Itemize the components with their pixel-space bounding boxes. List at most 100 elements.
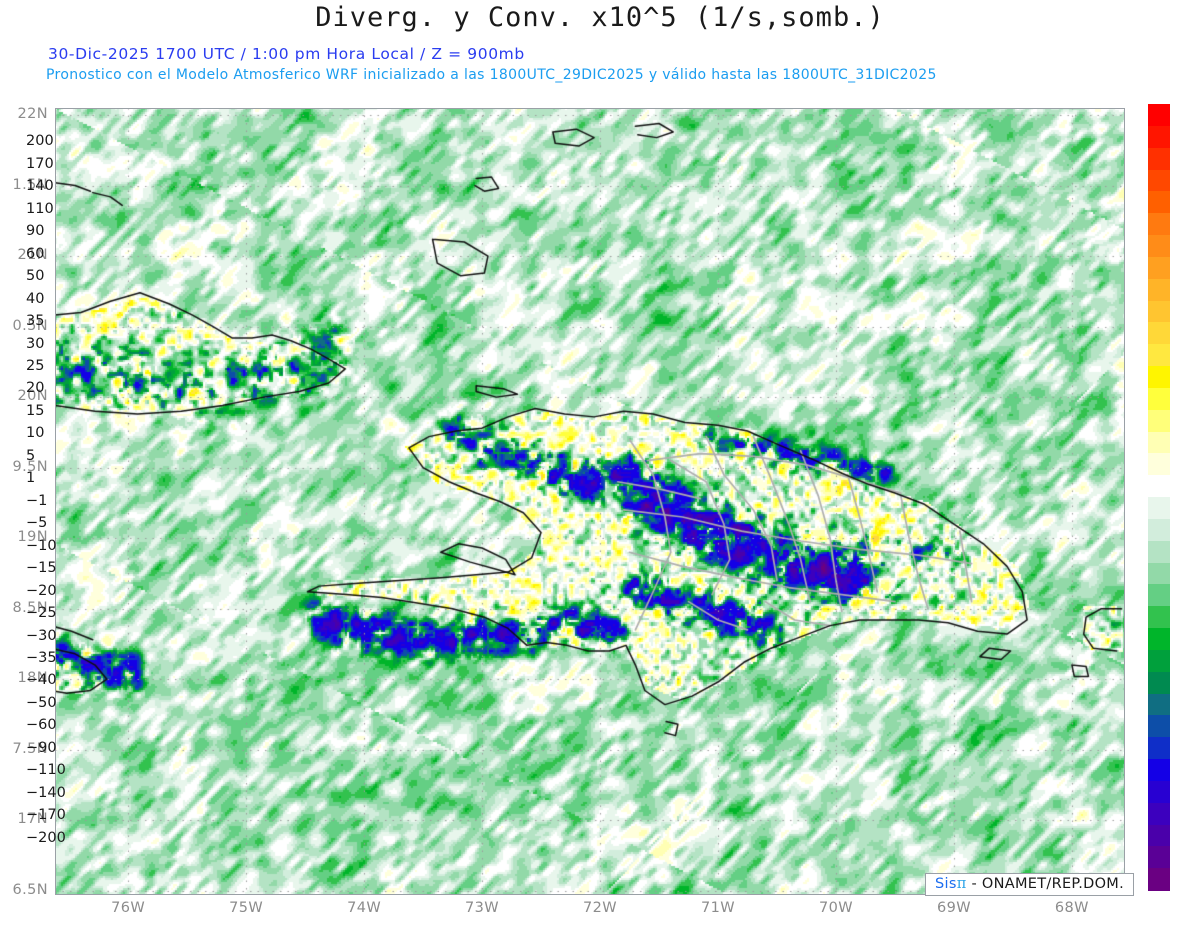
plot-frame	[55, 108, 1125, 895]
colorbar-swatch	[1148, 169, 1170, 192]
colorbar-swatch	[1148, 715, 1170, 738]
lat-tick-label: 6.5N	[12, 881, 48, 898]
colorbar-swatch	[1148, 366, 1170, 389]
colorbar-swatch	[1148, 693, 1170, 716]
map-plot-area[interactable]	[55, 108, 1125, 895]
agency-label: - ONAMET/REP.DOM.	[971, 876, 1125, 892]
lat-tick-label: 0.5N	[12, 317, 48, 334]
colorbar-tick: −40	[26, 672, 57, 689]
colorbar-tick: −10	[26, 537, 57, 554]
colorbar-swatch	[1148, 846, 1170, 869]
colorbar-tick: 90	[26, 223, 45, 240]
colorbar-swatch	[1148, 649, 1170, 673]
colorbar-swatch	[1148, 737, 1170, 760]
colorbar-tick: −1	[26, 492, 48, 509]
colorbar-tick: 35	[26, 313, 45, 330]
colorbar-swatch	[1148, 584, 1170, 607]
colorbar-tick: 25	[26, 358, 45, 375]
lat-tick-label: 20N	[17, 388, 48, 405]
colorbar-swatch	[1148, 235, 1170, 258]
colorbar-swatch	[1148, 278, 1170, 302]
lon-tick-label: 71W	[700, 900, 735, 916]
colorbar-swatch	[1148, 628, 1170, 651]
colorbar-tick: −60	[26, 717, 57, 734]
lat-tick-label: 21N	[17, 247, 48, 264]
colorbar-tick: 110	[26, 200, 54, 217]
colorbar-tick: 50	[26, 268, 45, 285]
colorbar-tick: −110	[26, 762, 66, 779]
colorbar-swatch	[1148, 824, 1170, 847]
colorbar-tick: −140	[26, 784, 66, 801]
colorbar-swatch	[1148, 387, 1170, 411]
colorbar-tick: −20	[26, 582, 57, 599]
colorbar-swatch	[1148, 540, 1170, 564]
lat-tick-label: 22N	[17, 106, 48, 123]
colorbar-swatch	[1148, 475, 1170, 498]
colorbar-swatch	[1148, 562, 1170, 585]
lon-tick-label: 75W	[229, 900, 264, 916]
colorbar-swatch	[1148, 104, 1170, 127]
colorbar-swatch	[1148, 759, 1170, 782]
colorbar-tick: −25	[26, 605, 57, 622]
colorbar[interactable]	[1148, 104, 1170, 891]
colorbar-tick: −50	[26, 694, 57, 711]
colorbar-swatch	[1148, 300, 1170, 323]
lon-tick-label: 72W	[583, 900, 618, 916]
colorbar-swatch	[1148, 322, 1170, 345]
colorbar-swatch	[1148, 191, 1170, 214]
coastline-and-borders	[55, 108, 1125, 895]
colorbar-tick: −15	[26, 560, 57, 577]
colorbar-swatch	[1148, 453, 1170, 476]
subtitle-valid-time: 30-Dic-2025 1700 UTC / 1:00 pm Hora Loca…	[48, 45, 525, 63]
lon-tick-label: 69W	[936, 900, 971, 916]
colorbar-tick: 5	[26, 447, 36, 464]
lat-tick-label: 18N	[17, 670, 48, 687]
colorbar-swatch	[1148, 606, 1170, 629]
colorbar-swatch	[1148, 344, 1170, 367]
lon-tick-label: 70W	[818, 900, 853, 916]
colorbar-tick: 40	[26, 290, 45, 307]
page-title: Diverg. y Conv. x10^5 (1/s,somb.)	[315, 2, 885, 33]
colorbar-tick: 20	[26, 380, 45, 397]
lon-tick-label: 76W	[111, 900, 146, 916]
colorbar-tick: 200	[26, 133, 54, 150]
colorbar-swatch	[1148, 147, 1170, 171]
subtitle-model-info: Pronostico con el Modelo Atmosferico WRF…	[46, 67, 937, 83]
lat-tick-label: 17N	[17, 811, 48, 828]
colorbar-tick: −35	[26, 649, 57, 666]
colorbar-swatch	[1148, 256, 1170, 280]
colorbar-tick: −170	[26, 807, 66, 824]
colorbar-tick: 1	[26, 470, 36, 487]
colorbar-tick: 15	[26, 402, 45, 419]
colorbar-swatch	[1148, 671, 1170, 695]
lat-tick-label: 9.5N	[12, 458, 48, 475]
colorbar-tick: 30	[26, 335, 45, 352]
colorbar-tick: 170	[26, 155, 54, 172]
lon-tick-label: 68W	[1054, 900, 1089, 916]
colorbar-swatch	[1148, 780, 1170, 804]
lat-tick-label: 1.5N	[12, 176, 48, 193]
colorbar-tick: −200	[26, 829, 66, 846]
colorbar-swatch	[1148, 518, 1170, 542]
attribution-box: Sisπ - ONAMET/REP.DOM.	[925, 873, 1135, 896]
colorbar-tick: 60	[26, 245, 45, 262]
colorbar-tick: −5	[26, 515, 48, 532]
colorbar-tick: 140	[26, 178, 54, 195]
lat-tick-label: 8.5N	[12, 599, 48, 616]
pi-icon: π	[956, 876, 967, 892]
colorbar-tick: −90	[26, 739, 57, 756]
colorbar-swatch	[1148, 868, 1170, 891]
colorbar-swatch	[1148, 213, 1170, 236]
lat-tick-label: 19N	[17, 529, 48, 546]
colorbar-swatch	[1148, 802, 1170, 826]
lat-tick-label: 7.5N	[12, 740, 48, 757]
lon-tick-label: 74W	[347, 900, 382, 916]
colorbar-swatch	[1148, 431, 1170, 454]
colorbar-tick: −30	[26, 627, 57, 644]
colorbar-swatch	[1148, 125, 1170, 149]
lon-tick-label: 73W	[465, 900, 500, 916]
colorbar-tick: 10	[26, 425, 45, 442]
colorbar-swatch	[1148, 497, 1170, 520]
colorbar-swatch	[1148, 409, 1170, 433]
